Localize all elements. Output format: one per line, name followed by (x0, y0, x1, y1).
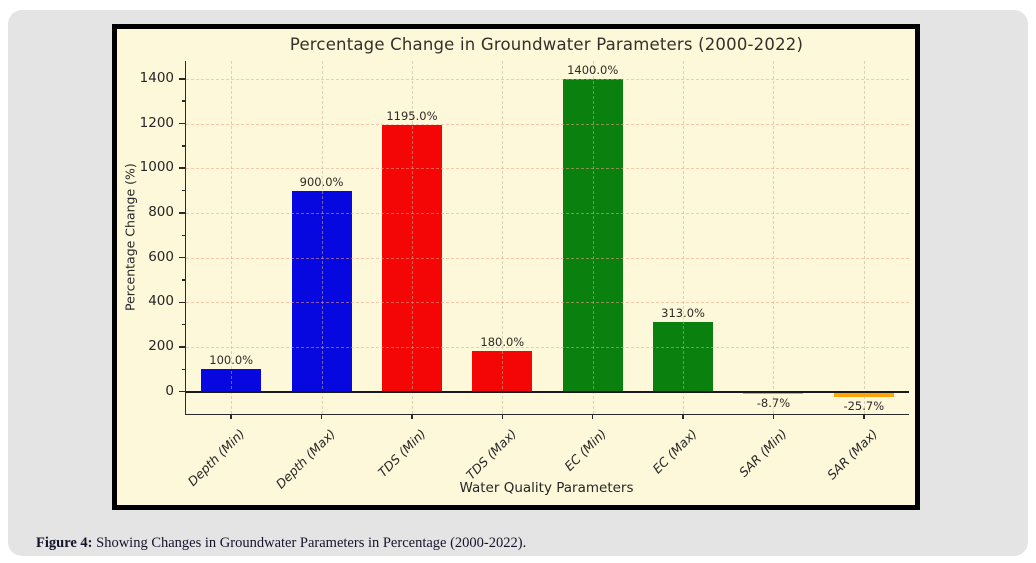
y-axis-tick-label: 800 (148, 203, 174, 220)
gridline-vertical (773, 61, 775, 414)
y-axis-minor-tick (181, 189, 185, 192)
y-axis-minor-tick (181, 368, 185, 371)
bar-value-label: 900.0% (299, 174, 344, 189)
x-axis-tick (230, 414, 232, 419)
x-axis-tick (682, 414, 684, 419)
y-axis-minor-tick (181, 279, 185, 281)
x-axis-tick-label-text: EC (Min) (561, 426, 610, 474)
y-axis-major-tick (179, 390, 185, 393)
y-axis-tick-label: 1400 (139, 69, 174, 86)
y-axis-major-tick (179, 212, 185, 214)
gridline-vertical (411, 61, 413, 414)
x-axis-tick-label-text: TDS (Min) (374, 426, 429, 480)
x-axis-tick (320, 414, 323, 419)
y-axis-tick-label: 200 (148, 337, 174, 354)
gridline-vertical (502, 61, 504, 414)
gridline-horizontal (186, 257, 909, 259)
figure-caption-text: Showing Changes in Groundwater Parameter… (92, 535, 527, 551)
y-axis-tick-label: 0 (165, 382, 174, 399)
x-axis-tick (591, 414, 594, 419)
bar-value-label: 1400.0% (567, 62, 619, 77)
gridline-vertical (863, 61, 865, 414)
bar-value-label: -25.7% (843, 399, 885, 414)
zero-baseline (186, 390, 909, 393)
gridline-horizontal (186, 168, 909, 170)
chart-title: Percentage Change in Groundwater Paramet… (289, 35, 804, 54)
gridline-vertical (592, 61, 594, 414)
bar-value-label: -8.7% (756, 395, 791, 410)
x-axis-tick-label-text: TDS (Max) (462, 426, 519, 483)
gridline-horizontal (186, 123, 909, 125)
bar-value-label: 313.0% (661, 305, 705, 320)
gridline-vertical (231, 61, 233, 414)
y-axis-tick-label: 400 (148, 293, 174, 310)
x-axis-tick (863, 414, 865, 419)
x-axis-tick (411, 414, 413, 419)
figure-caption-prefix: Figure 4: (36, 535, 93, 551)
gridline-horizontal (186, 346, 909, 348)
bar-value-label: 1195.0% (386, 108, 438, 123)
x-axis-tick-label-text: SAR (Min) (736, 426, 791, 480)
gridline-horizontal (186, 78, 909, 80)
y-axis-major-tick (179, 78, 185, 80)
y-axis-minor-tick (181, 234, 185, 237)
y-axis-tick-label: 1200 (139, 114, 174, 131)
y-axis-major-tick (179, 122, 185, 125)
y-axis-major-tick (179, 346, 185, 348)
y-axis-major-tick (179, 167, 185, 169)
x-axis-tick (501, 414, 504, 419)
y-axis-minor-tick (181, 145, 185, 147)
bar-value-label: 180.0% (480, 335, 525, 350)
gridline-vertical (321, 61, 323, 414)
bar-value-label: 100.0% (209, 353, 254, 368)
y-axis-tick-label: 1000 (139, 159, 174, 176)
y-axis-tick-label: 600 (148, 248, 174, 265)
y-axis-major-tick (179, 301, 185, 304)
y-axis-minor-tick (181, 323, 185, 326)
x-axis-tick-label-text: SAR (Max) (824, 426, 881, 483)
gridline-horizontal (186, 302, 909, 304)
page-card: Percentage Change in Groundwater Paramet… (8, 10, 1028, 556)
plot-area: 0 200 400 600 800 1000 1200 1400 100.0% Depth (Mi… (140, 61, 909, 492)
y-axis-major-tick (179, 256, 185, 259)
y-axis-minor-tick (181, 100, 185, 102)
x-axis-tick-label-text: EC (Max) (649, 426, 700, 477)
figure-chart-panel: Percentage Change in Groundwater Paramet… (112, 24, 920, 510)
x-axis-tick (772, 414, 775, 419)
figure-caption: Figure 4: Showing Changes in Groundwater… (36, 535, 526, 552)
gridline-horizontal (186, 212, 909, 214)
x-axis-label: Water Quality Parameters (459, 480, 634, 496)
gridline-vertical (683, 61, 685, 414)
